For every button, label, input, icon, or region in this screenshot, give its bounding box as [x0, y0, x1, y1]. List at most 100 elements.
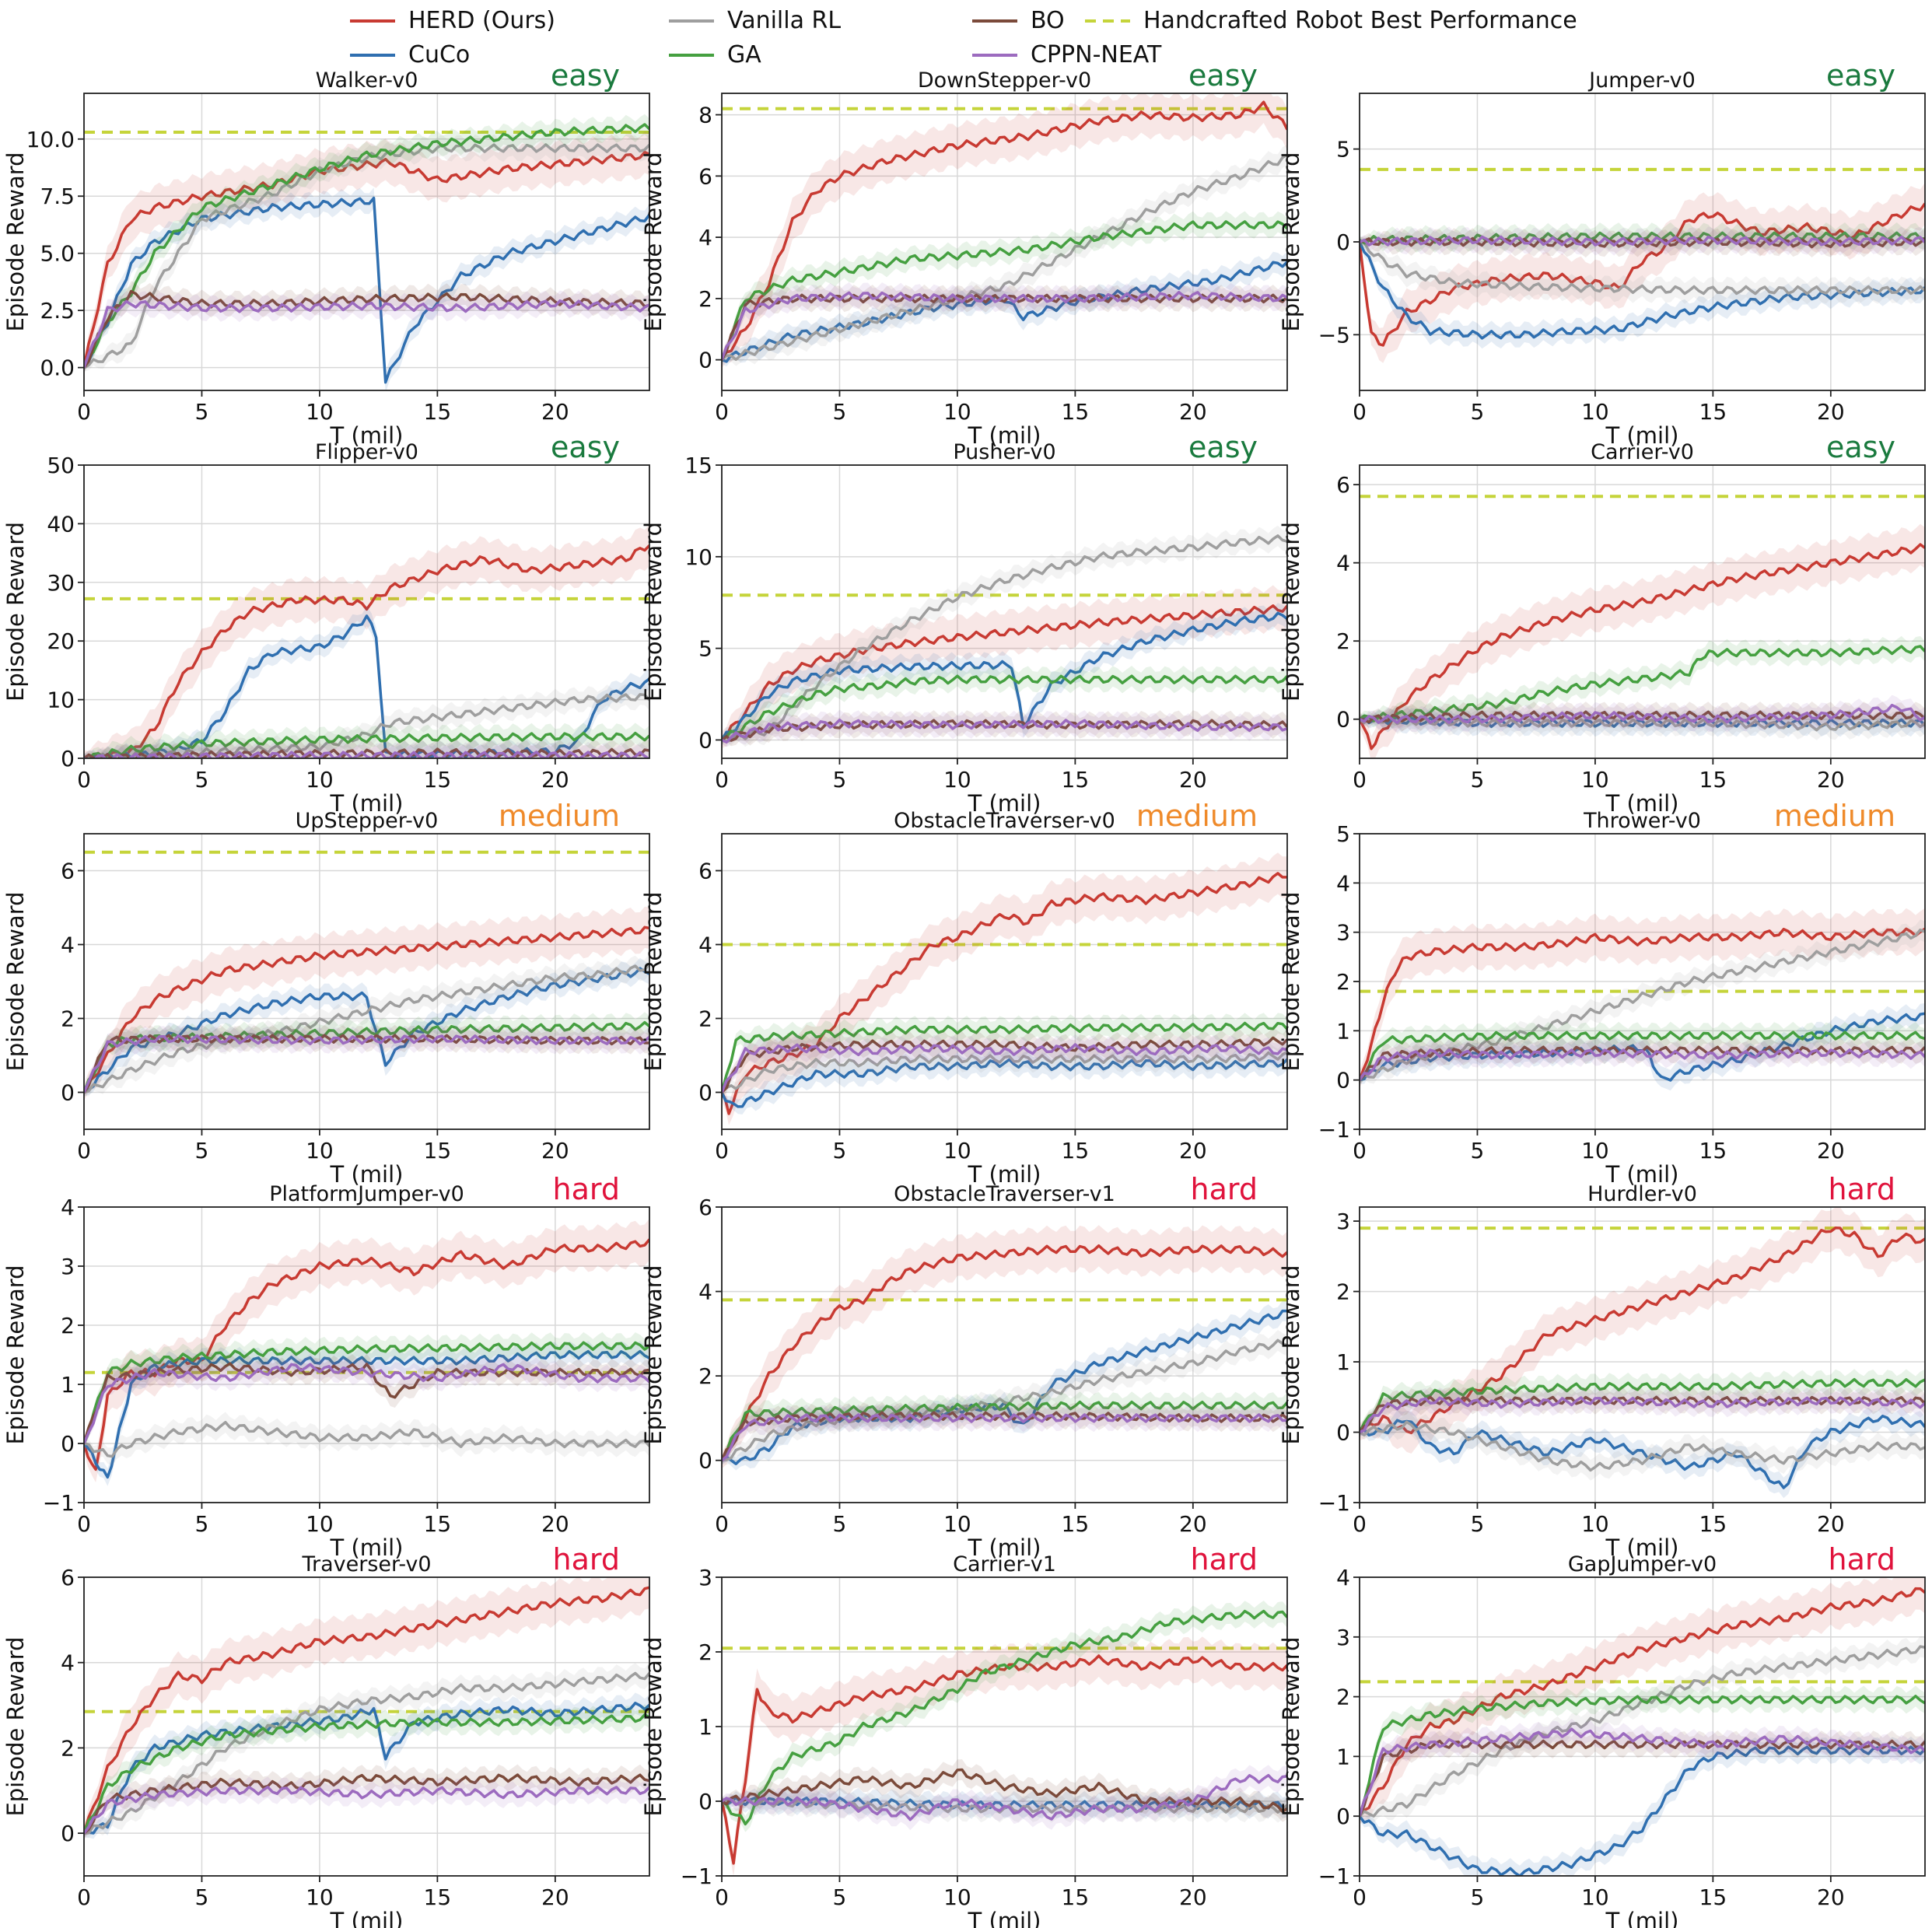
y-tick-label: 2 [1336, 1279, 1350, 1305]
legend: HERD (Ours) CuCo Vanilla RL GA BO CPPN-NEAT Ha… [350, 7, 1577, 68]
y-axis-label: Episode Reward [1278, 152, 1304, 331]
x-tick-label: 20 [541, 1511, 569, 1537]
chart-title: Jumper-v0 [1587, 68, 1696, 93]
plot-area [722, 525, 1287, 748]
plot-area [84, 850, 649, 1101]
x-tick-label: 10 [943, 1138, 971, 1163]
series-line-ga [1360, 1030, 1925, 1081]
difficulty-badge: easy [1188, 58, 1258, 93]
series-line-neat [1360, 1396, 1925, 1434]
plot-area [722, 1601, 1287, 1876]
series-line-vanilla [1360, 240, 1925, 296]
series-line-neat [722, 1413, 1287, 1462]
axes-frame [1359, 1576, 1926, 1877]
difficulty-badge: easy [1188, 430, 1258, 464]
x-axis-label: T (mil) [1605, 790, 1679, 817]
legend-item-cuco: CuCo [350, 41, 470, 68]
x-tick-label: 5 [833, 1138, 847, 1163]
x-tick-label: 15 [1062, 1884, 1090, 1910]
y-tick-label: 2 [61, 1735, 75, 1761]
plot-area [1360, 1207, 1925, 1499]
y-tick-label: 0 [698, 1789, 712, 1814]
legend-label-vanilla: Vanilla RL [727, 7, 841, 34]
x-tick-label: 10 [943, 767, 971, 793]
chart-panel: 0 5 10 15 20 0.0 2.5 5.0 7.5 10.0 T (mil) Episode R… [2, 58, 650, 449]
band-herd [84, 1577, 649, 1842]
series-line-vanilla [1360, 1420, 1925, 1472]
x-tick-label: 0 [715, 1884, 729, 1910]
chart-title: Pusher-v0 [953, 440, 1055, 464]
band-herd [722, 852, 1287, 1125]
x-tick-label: 5 [833, 767, 847, 793]
y-tick-label: 0 [61, 1431, 75, 1457]
band-ga [1360, 635, 1925, 729]
y-tick-label: 3 [1336, 1625, 1350, 1650]
x-tick-label: 0 [1353, 399, 1367, 425]
difficulty-badge: hard [1829, 1542, 1895, 1576]
chart-title: ObstacleTraverser-v0 [894, 809, 1115, 833]
y-tick-label: 30 [47, 570, 75, 596]
y-tick-label: 1 [698, 1714, 712, 1740]
x-tick-label: 15 [1699, 399, 1727, 425]
x-tick-label: 5 [1471, 1884, 1485, 1910]
series-line-cuco [84, 196, 649, 384]
band-bo [84, 1353, 649, 1448]
x-tick-label: 15 [424, 1884, 452, 1910]
y-axis-label: Episode Reward [640, 522, 667, 702]
x-tick-label: 15 [424, 1511, 452, 1537]
x-tick-label: 20 [1179, 1884, 1207, 1910]
x-tick-label: 0 [715, 399, 729, 425]
y-tick-label: 20 [47, 628, 75, 654]
y-tick-label: 50 [47, 453, 75, 478]
y-tick-label: 5.0 [40, 241, 75, 267]
series-line-neat [84, 751, 649, 758]
x-axis-label: T (mil) [968, 422, 1041, 449]
chart-title: GapJumper-v0 [1568, 1552, 1717, 1576]
series-line-neat [1360, 1048, 1925, 1081]
x-tick-label: 5 [833, 1884, 847, 1910]
band-vanilla [1360, 707, 1925, 740]
x-tick-label: 15 [1699, 1884, 1727, 1910]
y-tick-label: −1 [681, 1863, 712, 1889]
legend-label-herd: HERD (Ours) [408, 7, 555, 34]
x-tick-label: 10 [306, 1511, 334, 1537]
band-herd [1360, 908, 1925, 1089]
series-line-neat [722, 1043, 1287, 1093]
chart-title: PlatformJumper-v0 [269, 1182, 464, 1206]
y-tick-label: 2 [698, 1363, 712, 1389]
x-tick-label: 20 [1817, 1511, 1845, 1537]
series-line-herd [722, 1244, 1287, 1461]
band-neat [1360, 1718, 1925, 1821]
difficulty-badge: easy [551, 58, 620, 93]
series-line-vanilla [84, 1671, 649, 1835]
y-tick-label: 15 [684, 453, 712, 478]
band-neat [1360, 226, 1925, 256]
band-vanilla [84, 953, 649, 1097]
x-tick-label: 5 [1471, 1511, 1485, 1537]
y-tick-label: 2 [1336, 628, 1350, 654]
series-line-herd [1360, 202, 1925, 347]
x-tick-label: 5 [195, 399, 209, 425]
y-tick-label: −1 [1318, 1490, 1350, 1516]
y-tick-label: 0 [1336, 707, 1350, 733]
y-tick-label: 4 [61, 1650, 75, 1676]
y-tick-label: 7.5 [40, 184, 75, 209]
y-tick-label: 5 [1336, 821, 1350, 847]
band-herd [1360, 1207, 1925, 1454]
series-line-ga [84, 1713, 649, 1834]
series-line-vanilla [722, 153, 1287, 362]
x-axis-label: T (mil) [330, 1534, 404, 1561]
plot-area [84, 114, 649, 390]
difficulty-badge: hard [553, 1172, 620, 1206]
chart-title: Hurdler-v0 [1587, 1182, 1697, 1206]
axes-frame [1359, 1206, 1926, 1503]
x-tick-label: 20 [1817, 767, 1845, 793]
x-tick-label: 20 [1179, 1511, 1207, 1537]
chart-title: Carrier-v0 [1591, 440, 1694, 464]
band-herd [1360, 182, 1925, 363]
x-tick-label: 10 [1581, 399, 1609, 425]
legend-label-bo: BO [1031, 7, 1065, 34]
y-tick-label: 6 [698, 1195, 712, 1220]
